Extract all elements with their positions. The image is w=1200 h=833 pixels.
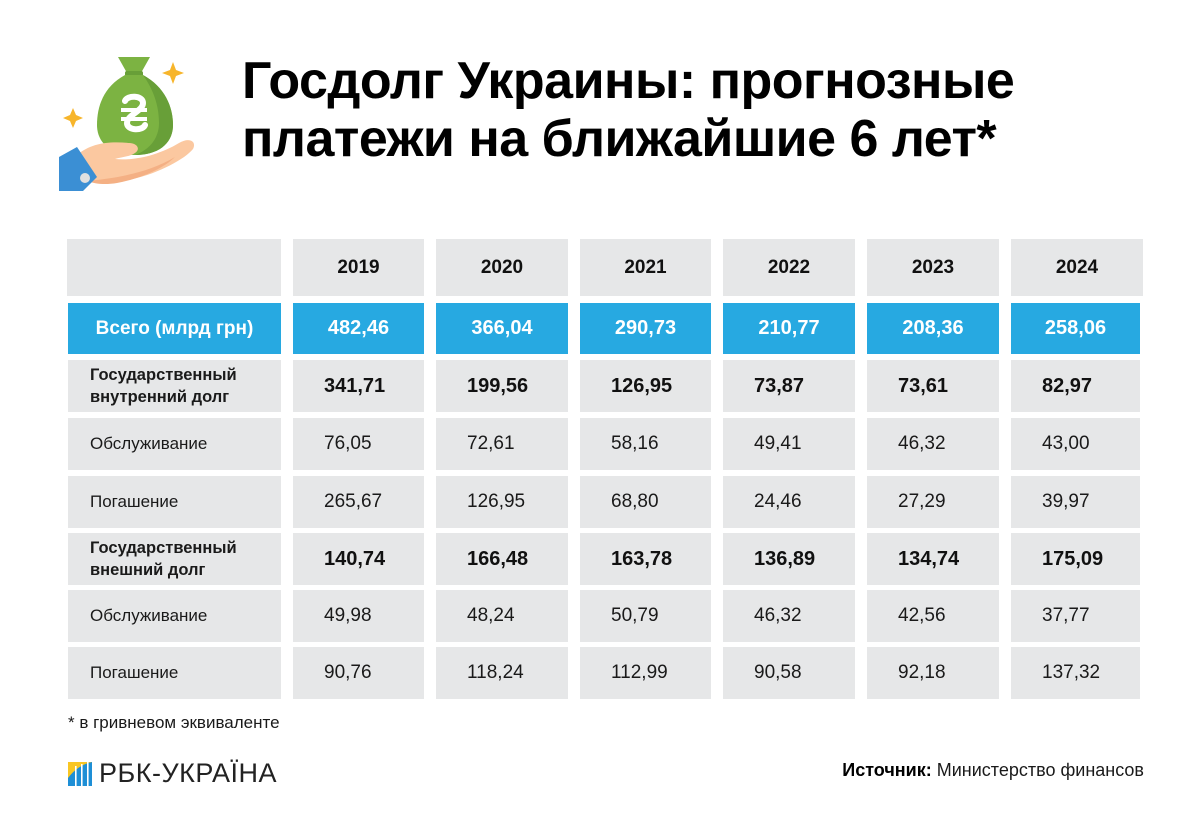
- value-2024: 43,00: [1011, 418, 1140, 470]
- title-line-2: платежи на ближайшие 6 лет*: [242, 110, 997, 168]
- value-2023: 208,36: [867, 303, 999, 354]
- value-2024: 137,32: [1011, 647, 1140, 699]
- value-2023: 73,61: [867, 360, 999, 412]
- page-title: Госдолг Украины: прогнозные платежи на б…: [242, 52, 1142, 168]
- value-2024: 37,77: [1011, 590, 1140, 642]
- value-2020: 118,24: [436, 647, 568, 699]
- value-2019: 76,05: [293, 418, 424, 470]
- value-2021: 68,80: [580, 476, 711, 528]
- row-label: Государственный внутренний долг: [68, 360, 281, 412]
- row-label: Государственный внешний долг: [68, 533, 281, 585]
- value-2021: 163,78: [580, 533, 711, 585]
- row-label-line-2: внешний долг: [90, 561, 206, 579]
- value-2022: 49,41: [723, 418, 855, 470]
- value-2021: 126,95: [580, 360, 711, 412]
- value-2023: 42,56: [867, 590, 999, 642]
- value-2021: 112,99: [580, 647, 711, 699]
- value-2022: 136,89: [723, 533, 855, 585]
- value-2021: 50,79: [580, 590, 711, 642]
- rbc-ukraine-logo-icon: [68, 761, 92, 786]
- value-2020: 366,04: [436, 303, 568, 354]
- value-2022: 24,46: [723, 476, 855, 528]
- value-2024: 82,97: [1011, 360, 1140, 412]
- row-label: Погашение: [68, 476, 281, 528]
- hand-holding-money-bag-icon: [55, 45, 205, 195]
- header-year-2023: 2023: [867, 239, 999, 296]
- value-2024: 39,97: [1011, 476, 1140, 528]
- value-2019: 265,67: [293, 476, 424, 528]
- value-2023: 27,29: [867, 476, 999, 528]
- value-2019: 49,98: [293, 590, 424, 642]
- value-2024: 175,09: [1011, 533, 1140, 585]
- row-label: Погашение: [68, 647, 281, 699]
- value-2023: 92,18: [867, 647, 999, 699]
- value-2020: 166,48: [436, 533, 568, 585]
- row-label-line-1: Государственный: [90, 366, 237, 384]
- value-2021: 290,73: [580, 303, 711, 354]
- brand-name: РБК-УКРАЇНА: [99, 758, 278, 788]
- value-2019: 140,74: [293, 533, 424, 585]
- value-2020: 72,61: [436, 418, 568, 470]
- header-year-2019: 2019: [293, 239, 424, 296]
- value-2021: 58,16: [580, 418, 711, 470]
- header-year-2020: 2020: [436, 239, 568, 296]
- value-2020: 48,24: [436, 590, 568, 642]
- source-label: Источник:: [842, 760, 932, 780]
- value-2023: 134,74: [867, 533, 999, 585]
- value-2022: 210,77: [723, 303, 855, 354]
- value-2022: 46,32: [723, 590, 855, 642]
- source-value: Министерство финансов: [936, 760, 1144, 780]
- source-line: Источник: Министерство финансов: [842, 760, 1144, 781]
- value-2020: 199,56: [436, 360, 568, 412]
- value-2022: 73,87: [723, 360, 855, 412]
- header-year-2024: 2024: [1011, 239, 1143, 296]
- value-2020: 126,95: [436, 476, 568, 528]
- brand-logo: РБК-УКРАЇНА: [68, 758, 277, 789]
- value-2024: 258,06: [1011, 303, 1140, 354]
- row-label-line-2: внутренний долг: [90, 388, 230, 406]
- value-2019: 90,76: [293, 647, 424, 699]
- value-2022: 90,58: [723, 647, 855, 699]
- row-label: Обслуживание: [68, 590, 281, 642]
- value-2019: 341,71: [293, 360, 424, 412]
- header-year-2022: 2022: [723, 239, 855, 296]
- title-line-1: Госдолг Украины: прогнозные: [242, 52, 1015, 110]
- row-label-line-1: Государственный: [90, 539, 237, 557]
- value-2023: 46,32: [867, 418, 999, 470]
- row-label: Всего (млрд грн): [68, 303, 281, 354]
- header-year-2021: 2021: [580, 239, 711, 296]
- value-2019: 482,46: [293, 303, 424, 354]
- row-label: Обслуживание: [68, 418, 281, 470]
- header-empty-cell: [67, 239, 281, 296]
- footnote: * в гривневом эквиваленте: [68, 713, 280, 732]
